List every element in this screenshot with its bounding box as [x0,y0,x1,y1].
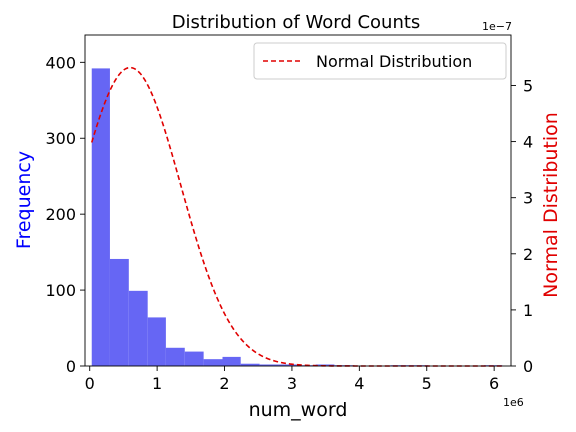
x-axis-ticks: 0 1 2 3 4 5 6 [85,366,499,393]
histogram-bar [278,364,297,366]
chart-title: Distribution of Word Counts [172,12,421,33]
legend-label: Normal Distribution [316,52,472,71]
histogram-bar [259,364,279,366]
y2-tick-label: 0 [523,357,533,376]
y2-tick-label: 3 [523,189,533,208]
x-tick-label: 1 [152,374,162,393]
y-tick-label: 0 [66,357,76,376]
histogram-bar [165,347,185,366]
x-offset-text: 1e6 [503,396,524,409]
x-tick-label: 4 [354,374,364,393]
histogram-bar [91,68,110,366]
x-tick-label: 3 [287,374,297,393]
y-axis-ticks: 0 100 200 300 400 [45,53,85,376]
x-tick-label: 5 [422,374,432,393]
y2-axis-ticks: 0 1 2 3 4 5 [511,76,533,376]
x-tick-label: 6 [489,374,499,393]
histogram-bar [203,359,223,366]
legend-box [253,42,507,80]
x-tick-label: 0 [85,374,95,393]
y2-tick-label: 1 [523,301,533,320]
y-tick-label: 400 [45,53,76,72]
y-tick-label: 100 [45,281,76,300]
histogram-bar [240,363,260,366]
y-axis-label: Frequency [13,151,35,249]
legend: Normal Distribution [253,42,507,80]
histogram-bar [109,258,129,366]
histogram-bar [184,351,204,366]
x-axis-label: num_word [249,399,348,421]
y-tick-label: 200 [45,205,76,224]
y2-axis-label: Normal Distribution [540,112,562,298]
y2-offset-text: 1e−7 [482,20,512,33]
x-tick-label: 2 [219,374,229,393]
y2-tick-label: 2 [523,245,533,264]
histogram-bars [91,68,503,366]
y-tick-label: 300 [45,129,76,148]
histogram-bar [128,290,148,366]
y2-tick-label: 5 [523,76,533,95]
plot-frame [84,34,512,367]
y2-tick-label: 4 [523,133,533,152]
histogram-bar [222,356,241,366]
histogram-bar [147,317,166,366]
